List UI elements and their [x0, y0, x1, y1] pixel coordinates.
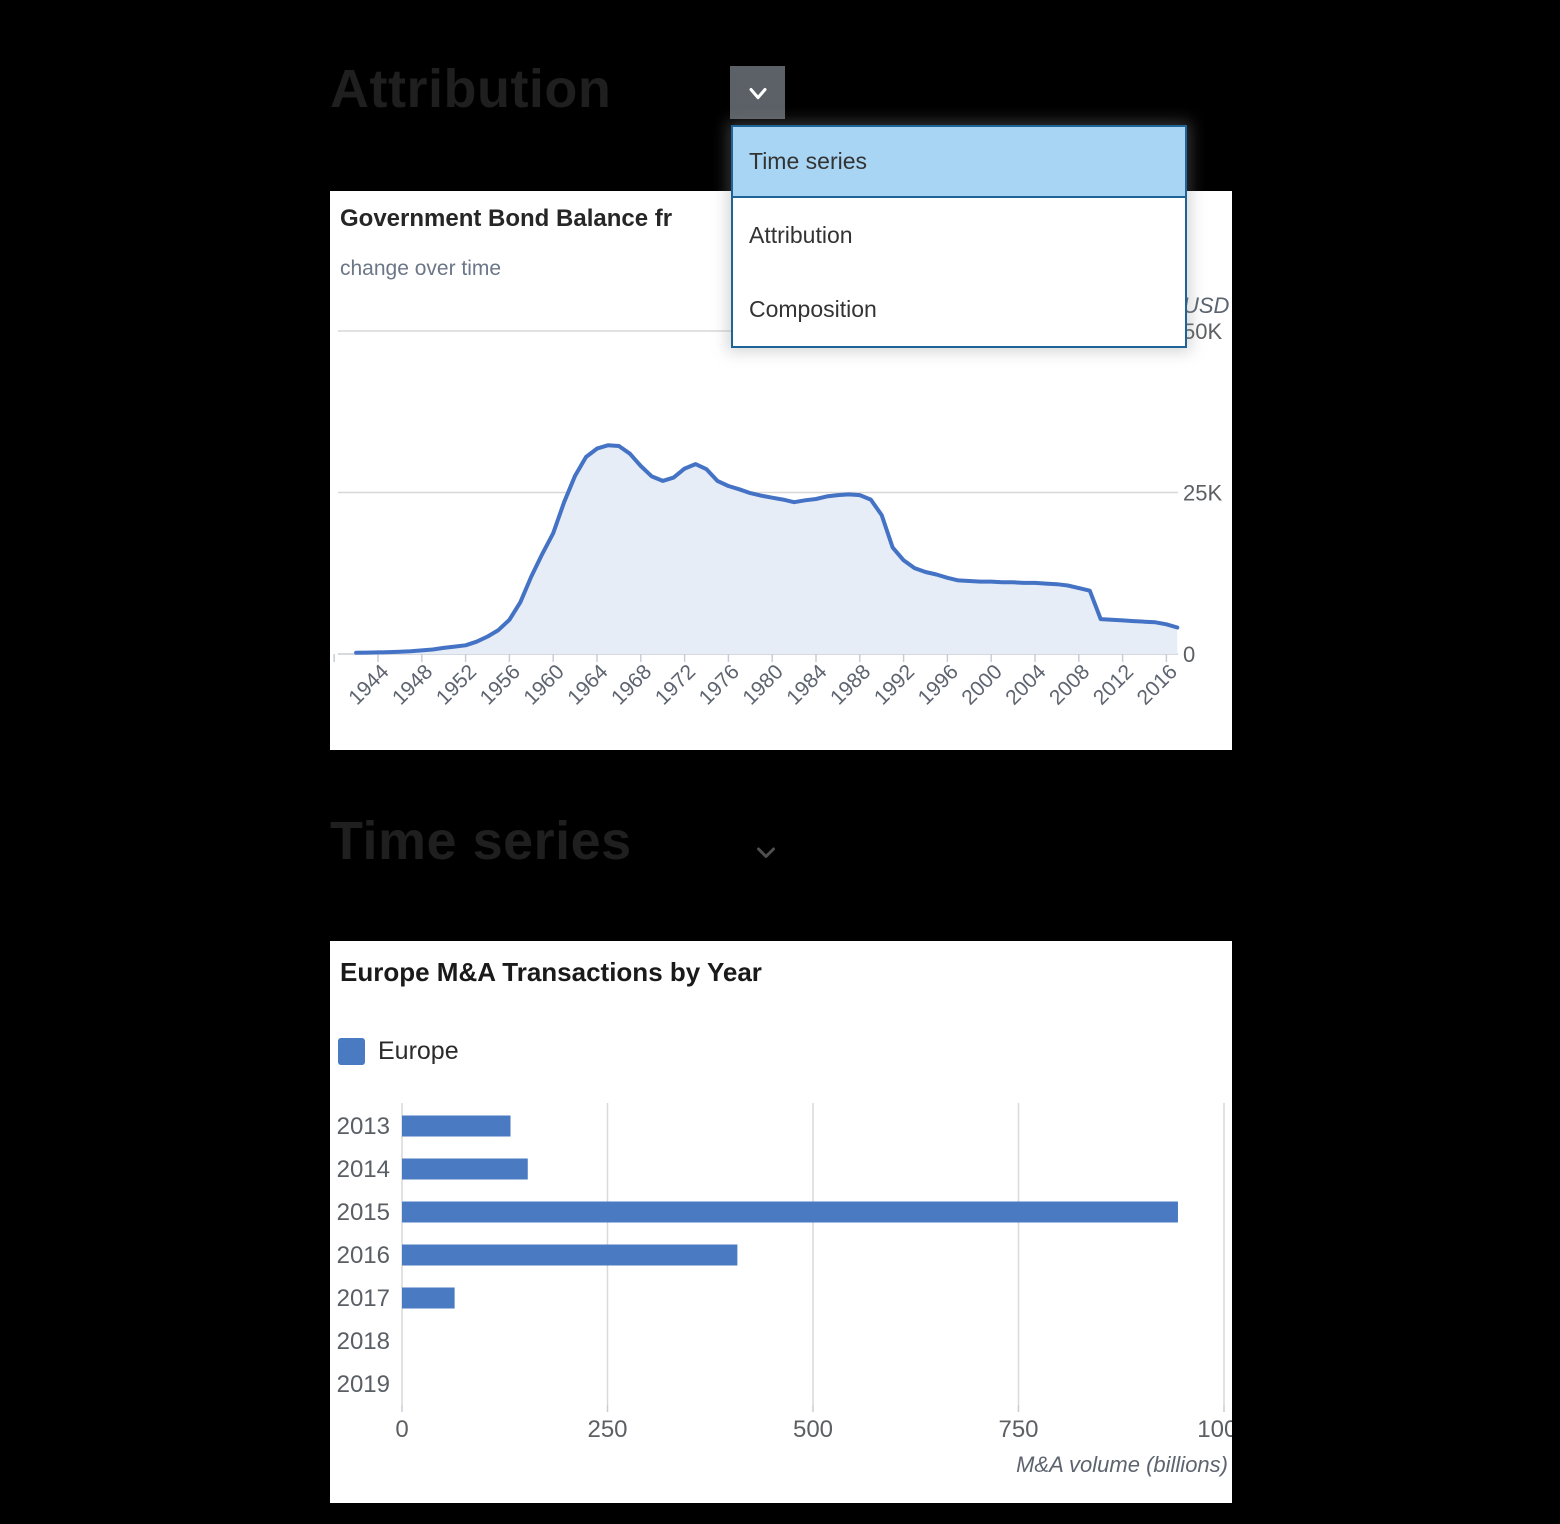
svg-text:1988: 1988: [826, 660, 875, 709]
svg-text:0: 0: [1183, 642, 1195, 667]
legend: Europe: [338, 1037, 459, 1066]
svg-text:1972: 1972: [651, 660, 700, 709]
section-chevron-down-icon[interactable]: [748, 834, 784, 870]
svg-text:1980: 1980: [738, 660, 787, 709]
svg-text:2017: 2017: [337, 1285, 390, 1312]
menu-item-time-series[interactable]: Time series: [733, 127, 1185, 199]
svg-text:25K: 25K: [1183, 481, 1222, 506]
svg-text:750: 750: [998, 1416, 1038, 1443]
svg-text:USD: USD: [1183, 293, 1230, 318]
svg-text:1000: 1000: [1197, 1416, 1232, 1443]
svg-text:1952: 1952: [432, 660, 481, 709]
svg-text:2004: 2004: [1001, 660, 1051, 710]
menu-item-attribution[interactable]: Attribution: [749, 221, 853, 248]
bond-area-chart: USD50K25K0194419481952195619601964196819…: [333, 293, 1230, 710]
chevron-down-icon: [744, 79, 772, 107]
svg-text:2012: 2012: [1089, 660, 1138, 709]
ma-bar-chart: 0 250 500 750 1000 2013 2014 2015 2016 2017 2018 20…: [337, 1103, 1232, 1477]
svg-text:2016: 2016: [1133, 660, 1182, 709]
svg-text:M&A volume (billions): M&A volume (billions): [1016, 1452, 1228, 1477]
svg-text:500: 500: [793, 1416, 833, 1443]
menu-item-composition[interactable]: Composition: [749, 295, 877, 322]
bond-chart-subtitle: change over time: [340, 257, 502, 280]
svg-text:1996: 1996: [914, 660, 963, 709]
svg-text:250: 250: [587, 1416, 627, 1443]
svg-text:2013: 2013: [337, 1113, 390, 1140]
dropdown-button[interactable]: [730, 66, 785, 119]
svg-text:1984: 1984: [782, 660, 832, 710]
page-title-time-series: Time series: [330, 811, 632, 871]
svg-text:1968: 1968: [607, 660, 656, 709]
svg-text:1992: 1992: [870, 660, 919, 709]
ma-transactions-card: Europe M&A Transactions by Year Europe 0…: [330, 941, 1232, 1503]
svg-text:0: 0: [395, 1416, 408, 1443]
svg-text:1956: 1956: [476, 660, 525, 709]
svg-text:1948: 1948: [388, 660, 437, 709]
svg-text:2000: 2000: [957, 660, 1006, 709]
ma-chart-title: Europe M&A Transactions by Year: [340, 957, 762, 987]
svg-text:50K: 50K: [1183, 319, 1222, 344]
svg-text:1960: 1960: [519, 660, 568, 709]
svg-text:1944: 1944: [344, 660, 394, 710]
svg-text:2014: 2014: [337, 1156, 390, 1183]
legend-swatch-europe: [338, 1038, 365, 1065]
svg-text:1976: 1976: [695, 660, 744, 709]
svg-text:2019: 2019: [337, 1371, 390, 1398]
bond-chart-title: Government Bond Balance fr: [340, 205, 673, 232]
svg-text:2015: 2015: [337, 1199, 390, 1226]
legend-label-europe: Europe: [378, 1037, 459, 1065]
svg-text:2018: 2018: [337, 1328, 390, 1355]
svg-text:1964: 1964: [563, 660, 613, 710]
dropdown-menu: Time series Attribution Composition: [731, 125, 1187, 348]
svg-text:2008: 2008: [1045, 660, 1094, 709]
page-title-attribution: Attribution: [330, 59, 612, 119]
svg-text:2016: 2016: [337, 1242, 390, 1269]
